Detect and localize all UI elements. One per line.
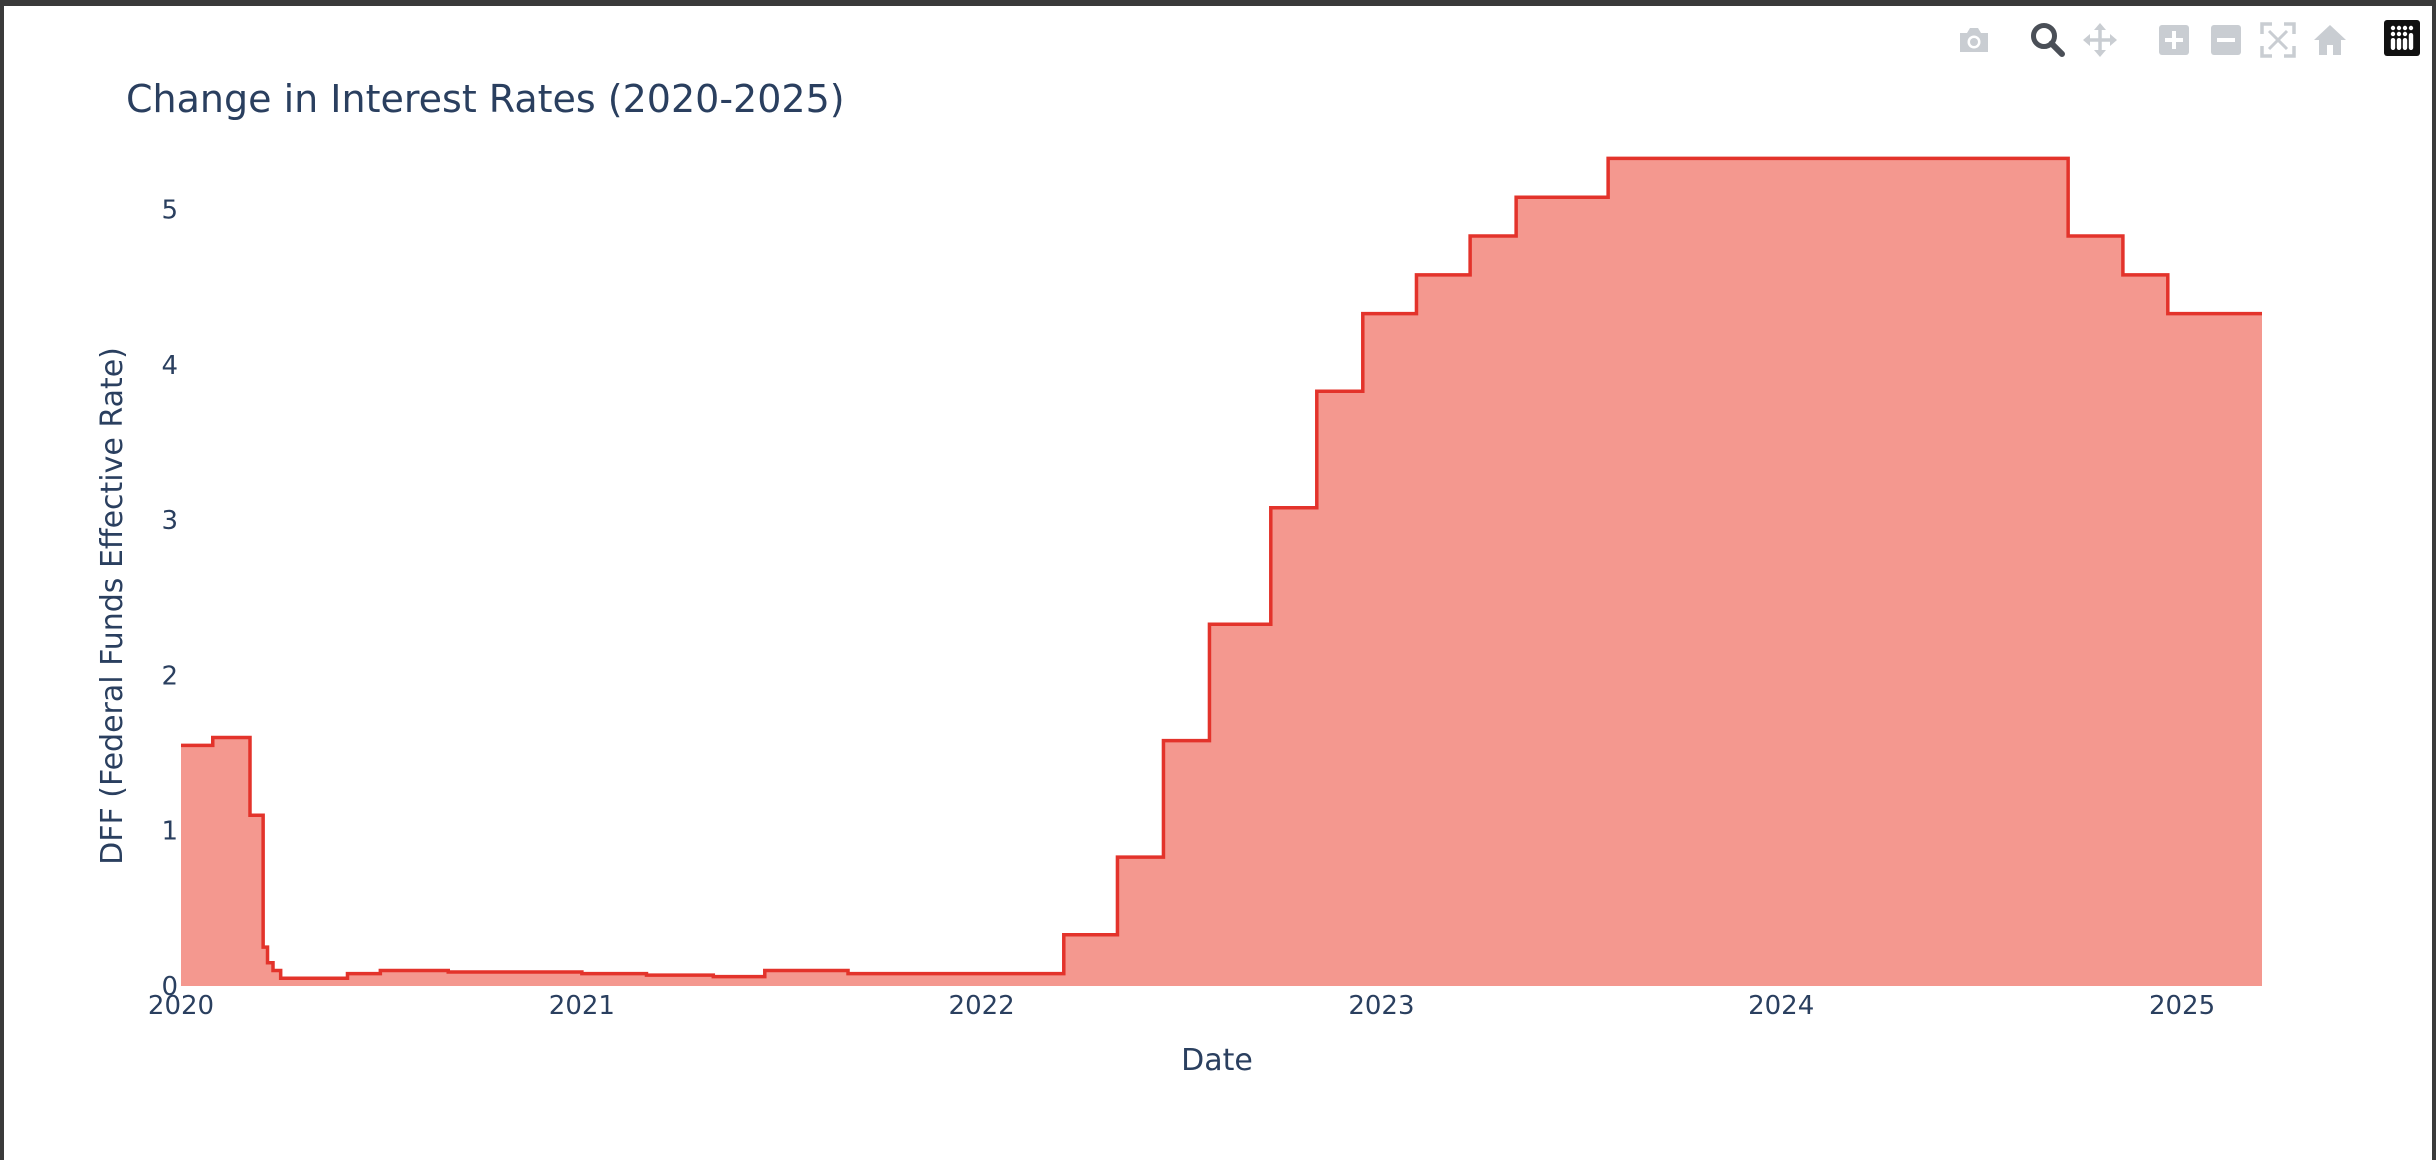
x-tick-label: 2025 — [2149, 991, 2215, 1021]
x-tick-label: 2021 — [549, 991, 615, 1021]
x-tick-label: 2022 — [949, 991, 1015, 1021]
series-line[interactable] — [181, 156, 2262, 980]
y-tick-label: 0 — [161, 972, 178, 1002]
zoom-button[interactable] — [2028, 20, 2068, 60]
plotly-logo-icon — [2390, 25, 2414, 50]
y-axis-title: DFF (Federal Funds Effective Rate) — [95, 347, 130, 865]
chart: Change in Interest Rates (2020-2025) 202… — [95, 77, 2262, 1078]
plotly-logo-button[interactable] — [2384, 20, 2420, 56]
y-tick-label: 2 — [161, 661, 178, 691]
zoom-out-button[interactable] — [2206, 20, 2246, 60]
zoom-icon — [2031, 23, 2065, 57]
x-tick-label: 2023 — [1348, 991, 1414, 1021]
pan-icon — [2083, 23, 2117, 57]
x-tick-label: 2020 — [148, 991, 214, 1021]
chart-title: Change in Interest Rates (2020-2025) — [126, 77, 845, 121]
autoscale-button[interactable] — [2258, 20, 2298, 60]
zoom-out-icon — [2211, 25, 2241, 55]
y-tick-label: 4 — [161, 351, 178, 381]
camera-button[interactable] — [1954, 20, 1994, 60]
zoom-in-icon — [2159, 25, 2189, 55]
x-axis-title: Date — [1181, 1043, 1253, 1078]
plot-area[interactable] — [181, 156, 2262, 986]
camera-icon — [1960, 28, 1988, 52]
plot-container: Change in Interest Rates (2020-2025) 202… — [4, 6, 2432, 1160]
x-axis: 2020 2021 2022 2023 2024 2025 — [148, 991, 2215, 1021]
modebar — [1954, 18, 2362, 62]
y-tick-label: 5 — [161, 196, 178, 226]
y-tick-label: 3 — [161, 506, 178, 536]
area-fill — [181, 158, 2262, 986]
home-icon — [2314, 25, 2346, 55]
x-tick-label: 2024 — [1748, 991, 1814, 1021]
zoom-in-button[interactable] — [2154, 20, 2194, 60]
pan-button[interactable] — [2080, 20, 2120, 60]
y-axis: 0 1 2 3 4 5 — [161, 196, 178, 1002]
autoscale-icon — [2260, 22, 2296, 58]
y-tick-label: 1 — [161, 817, 178, 847]
reset-axes-button[interactable] — [2310, 20, 2350, 60]
